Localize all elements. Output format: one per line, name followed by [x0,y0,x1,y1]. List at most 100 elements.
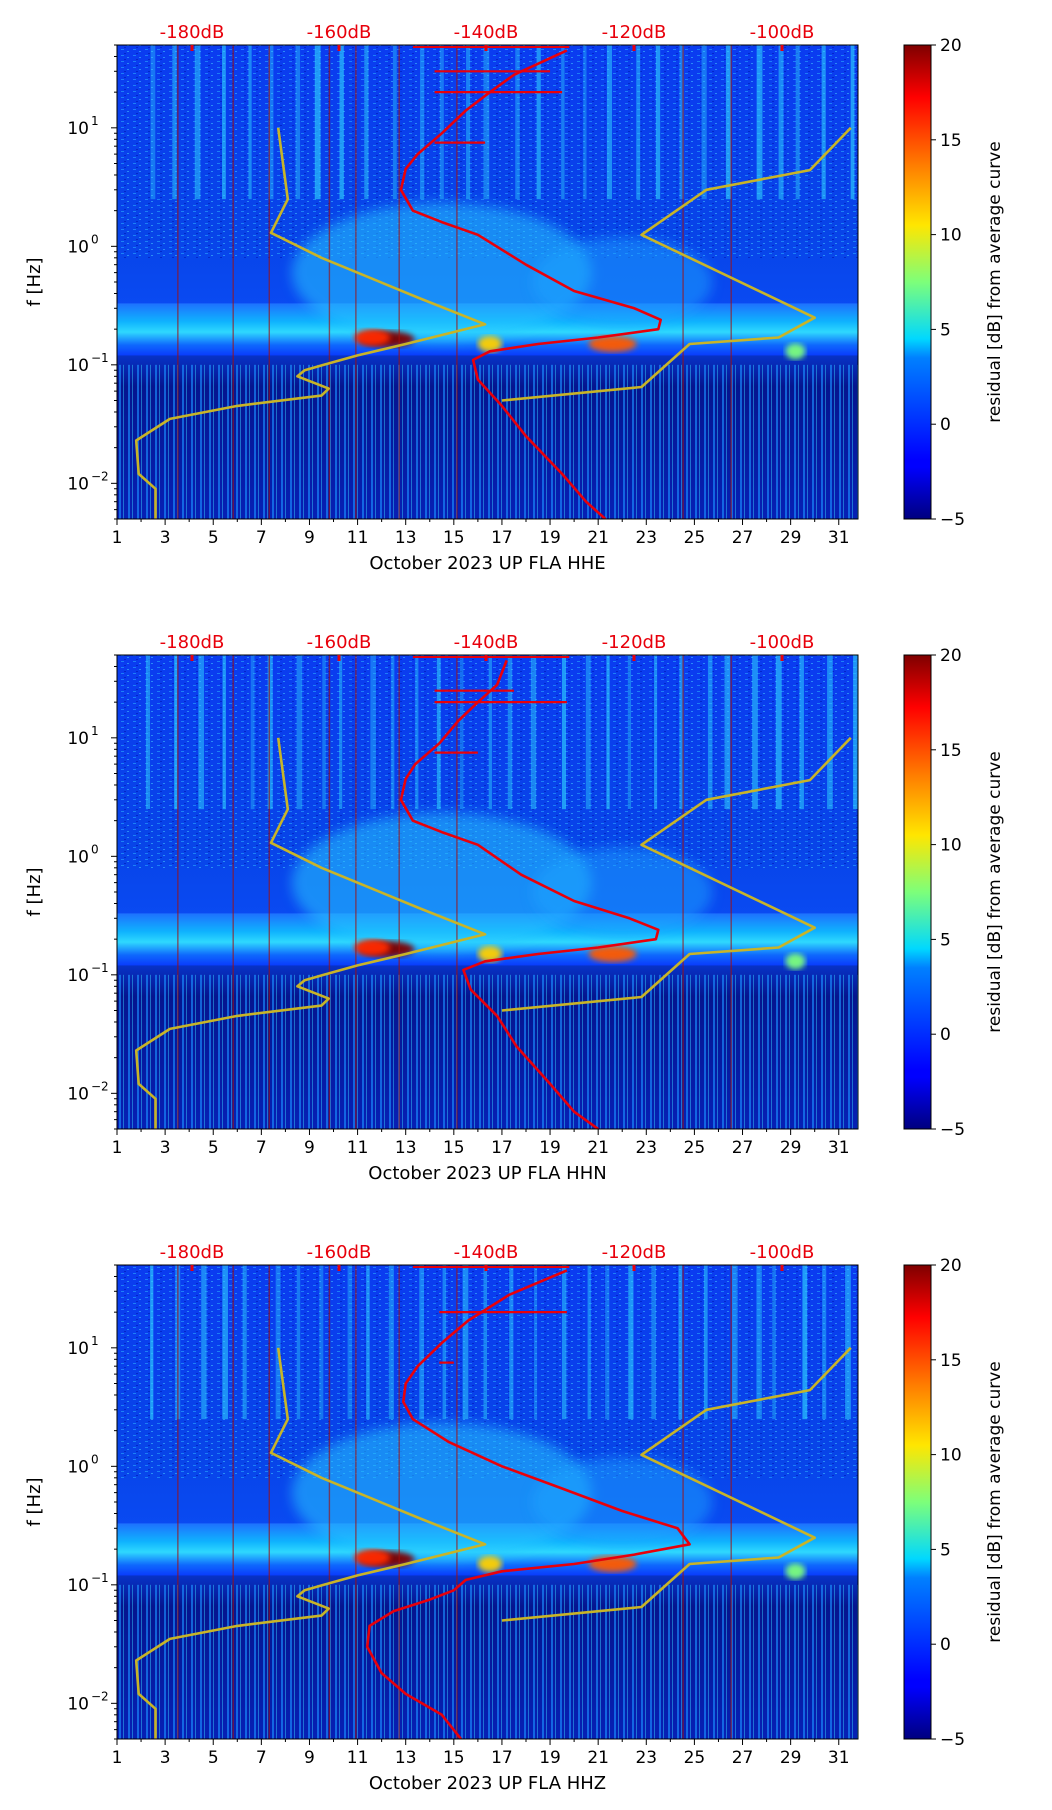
x-tick-label: 25 [684,528,706,548]
heatmap-day-column [268,45,274,200]
heatmap-hotspot [477,945,502,962]
heatmap-day-column [145,655,151,810]
heatmap-gap-line [268,1265,270,1739]
y-tick-exponent: −1 [91,1571,109,1585]
x-tick-label: 7 [256,1748,267,1768]
x-tick-label: 25 [684,1138,706,1158]
colorbar: −5 0 5 10 15 20 residual [dB] from average cur… [903,646,1005,1140]
noise-model-line [134,1346,852,1739]
heatmap-gap-line [682,1265,684,1739]
colorbar: −5 0 5 10 15 20 residual [dB] from average cur… [903,1256,1005,1750]
heatmap-day-column [583,45,587,200]
x-tick-label: 7 [256,1138,267,1158]
heatmap-day-column [772,1265,776,1420]
average-spectrum-line [365,1269,691,1739]
x-tick-label: 23 [635,1138,657,1158]
heatmap-day-column [530,655,537,810]
x-tick-label: 1 [112,1748,123,1768]
heatmap-day-column [606,655,610,810]
colorbar-tick-label: −5 [940,510,965,530]
heatmap-gap-line [456,655,458,1129]
heatmap-day-column [483,45,490,200]
heatmap-day-column [172,45,177,200]
y-tick-exponent: 0 [91,842,99,856]
heatmap-storm-glow-2 [532,847,713,937]
heatmap-day-column [679,45,684,200]
noise-model-line [134,736,852,1129]
top-axis-db-label: -160dB [307,632,372,653]
x-tick-label: 15 [443,1138,465,1158]
heatmap-day-column [587,1265,591,1420]
top-axis-db-label: -120dB [602,22,667,43]
heatmap-day-column [459,655,464,810]
top-axis-db-label: -100dB [750,1242,815,1263]
heatmap-gap-line [398,1265,400,1739]
heatmap-day-column [561,655,566,810]
heatmap-day-column [822,1265,827,1420]
y-tick-label: 10 [67,1457,89,1477]
heatmap-day-column [827,655,833,810]
heatmap-gap-line [232,655,234,1129]
x-tick-label: 21 [587,1748,609,1768]
y-axis-label: f [Hz] [24,257,45,306]
heatmap-day-column [678,1265,683,1420]
heatmap-day-column [655,45,661,200]
average-spectrum-line [399,49,662,519]
x-tick-label: 29 [780,1748,802,1768]
heatmap-gap-line [398,45,400,519]
top-axis-db-label: -180dB [160,22,225,43]
heatmap-day-column [628,1265,634,1420]
heatmap-gap-line [730,1265,732,1739]
colorbar-label: residual [dB] from average curve [985,1361,1005,1642]
heatmap-lowfreq-stripes [117,974,858,1129]
heatmap-day-column [370,655,376,810]
colorbar-gradient [903,654,932,1130]
y-tick-label: 10 [67,356,89,376]
heatmap-day-column [267,655,273,810]
heatmap-day-column [201,1265,207,1420]
heatmap-day-column [561,1265,567,1420]
heatmap-day-column [533,1265,538,1420]
heatmap-day-column [347,1265,353,1420]
plot-area [117,45,858,519]
heatmap-day-column [419,1265,425,1420]
heatmap-hotspot [785,343,806,360]
y-axis-label: f [Hz] [24,1477,45,1526]
noise-model-line [134,126,852,519]
heatmap-day-column [248,45,252,200]
heatmap-day-column [319,1265,324,1420]
heatmap-hotspot [477,1555,502,1572]
heatmap-day-column [778,45,784,200]
y-tick-label: 10 [67,474,89,494]
heatmap-day-column [364,45,369,200]
x-tick-label: 5 [208,1748,219,1768]
x-tick-label: 19 [539,1748,561,1768]
heatmap-day-column [221,45,226,200]
top-axis-db-label: -160dB [307,22,372,43]
heatmap-day-column [436,655,441,810]
x-tick-label: 31 [828,528,850,548]
colorbar-tick-label: 20 [940,1256,962,1276]
heatmap-day-column [339,655,343,810]
heatmap-day-column [174,655,178,810]
x-tick-label: 1 [112,1138,123,1158]
y-tick-exponent: −2 [91,1689,109,1703]
heatmap-hotspot [588,335,637,352]
heatmap-lowfreq-stripes [117,364,858,519]
x-tick-label: 11 [347,1138,369,1158]
colorbar-tick-label: 0 [940,1635,951,1655]
heatmap-day-column [194,45,201,200]
average-spectrum-line [399,659,660,1129]
colorbar-label: residual [dB] from average curve [985,141,1005,422]
x-tick-label: 13 [395,528,417,548]
heatmap-day-column [585,655,591,810]
heatmap-day-column [701,45,707,200]
colorbar-tick-label: 15 [940,1351,962,1371]
x-tick-label: 17 [491,528,513,548]
heatmap-gap-line [682,45,684,519]
heatmap-day-column [439,45,444,200]
y-tick-label: 10 [67,237,89,257]
heatmap-day-column [150,45,156,200]
